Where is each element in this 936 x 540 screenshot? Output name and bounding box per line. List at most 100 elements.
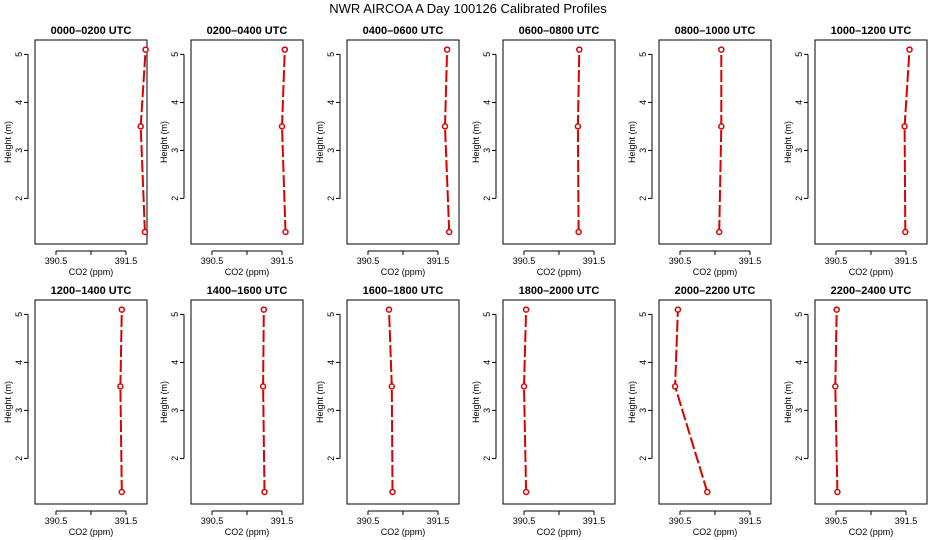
y-tick-label: 3 [170,408,180,413]
y-tick-label: 2 [326,196,336,201]
y-tick-label: 2 [170,456,180,461]
y-axis-label: Height (m) [627,381,637,423]
data-point [441,123,449,130]
x-tick-label: 391.5 [115,256,138,266]
x-axis-label: CO2 (ppm) [849,267,894,277]
data-point [261,488,268,496]
x-axis-label: CO2 (ppm) [537,267,582,277]
y-tick-label: 3 [14,408,24,413]
y-tick-label: 3 [170,148,180,153]
x-tick-label: 391.5 [583,516,606,526]
x-tick-label: 391.5 [115,516,138,526]
y-axis-label: Height (m) [627,121,637,163]
profile-line [443,49,451,233]
x-axis-label: CO2 (ppm) [225,267,270,277]
x-tick-label: 390.5 [669,256,692,266]
y-tick-label: 3 [482,408,492,413]
x-tick-label: 390.5 [513,516,536,526]
x-tick-label: 391.5 [271,516,294,526]
plot-box [190,299,304,505]
data-point [574,123,582,130]
data-point [137,123,144,130]
data-point [520,383,528,390]
y-tick-label: 5 [638,312,648,317]
y-axis-label: Height (m) [159,121,169,163]
data-point [118,488,126,496]
y-tick-label: 5 [14,312,24,317]
y-tick-label: 4 [794,360,804,365]
plot-box [658,299,772,505]
y-tick-label: 2 [14,456,24,461]
plot-box [34,299,148,505]
y-tick-label: 4 [14,100,24,105]
y-tick-label: 4 [170,360,180,365]
y-tick-label: 4 [326,100,336,105]
profile-line [834,309,839,493]
plot-box [658,39,772,245]
data-point [260,306,268,313]
data-point [906,46,913,53]
data-point [834,488,841,496]
y-tick-label: 5 [794,312,804,317]
panel-title: 0200–0400 UTC [207,25,288,37]
profile-line [119,309,123,493]
data-point [901,123,908,130]
data-point [282,228,289,236]
panel-title: 2000–2200 UTC [675,285,756,297]
plot-box [502,299,616,505]
y-tick-label: 3 [794,408,804,413]
data-point [522,488,530,496]
profile-line [576,49,581,233]
data-point [278,123,286,130]
data-point [445,228,453,236]
y-axis-label: Height (m) [471,121,481,163]
data-point [671,383,679,390]
data-point [832,383,839,390]
y-tick-label: 3 [638,408,648,413]
x-tick-label: 390.5 [201,516,224,526]
profile-line [388,309,394,493]
y-axis-label: Height (m) [3,381,13,423]
data-point [718,123,725,130]
y-tick-label: 2 [170,196,180,201]
x-axis-label: CO2 (ppm) [381,527,426,537]
y-tick-label: 4 [170,100,180,105]
panel-title: 0000–0200 UTC [51,25,132,37]
x-tick-label: 390.5 [357,516,380,526]
data-point [142,46,149,53]
y-tick-label: 5 [170,312,180,317]
y-tick-label: 3 [638,148,648,153]
y-axis-label: Height (m) [315,381,325,423]
x-tick-label: 390.5 [825,516,848,526]
y-tick-label: 2 [326,456,336,461]
data-point [718,46,725,53]
x-axis-label: CO2 (ppm) [69,527,114,537]
y-tick-label: 3 [326,148,336,153]
y-tick-label: 3 [326,408,336,413]
y-axis-label: Height (m) [3,121,13,163]
panel-title: 1600–1800 UTC [363,285,444,297]
y-tick-label: 3 [482,148,492,153]
panel-title: 2200–2400 UTC [831,285,912,297]
x-axis-label: CO2 (ppm) [849,527,894,537]
x-tick-label: 391.5 [895,516,918,526]
plot-box [34,39,148,245]
profile-line [674,309,709,493]
y-tick-label: 5 [638,52,648,57]
x-axis-label: CO2 (ppm) [693,527,738,537]
plot-box [346,39,460,245]
y-tick-label: 4 [638,100,648,105]
y-tick-label: 2 [482,196,492,201]
x-tick-label: 391.5 [739,516,762,526]
x-tick-label: 390.5 [45,516,68,526]
data-point [281,46,289,53]
y-tick-label: 2 [794,196,804,201]
x-tick-label: 391.5 [583,256,606,266]
panel-title: 0600–0800 UTC [519,25,600,37]
